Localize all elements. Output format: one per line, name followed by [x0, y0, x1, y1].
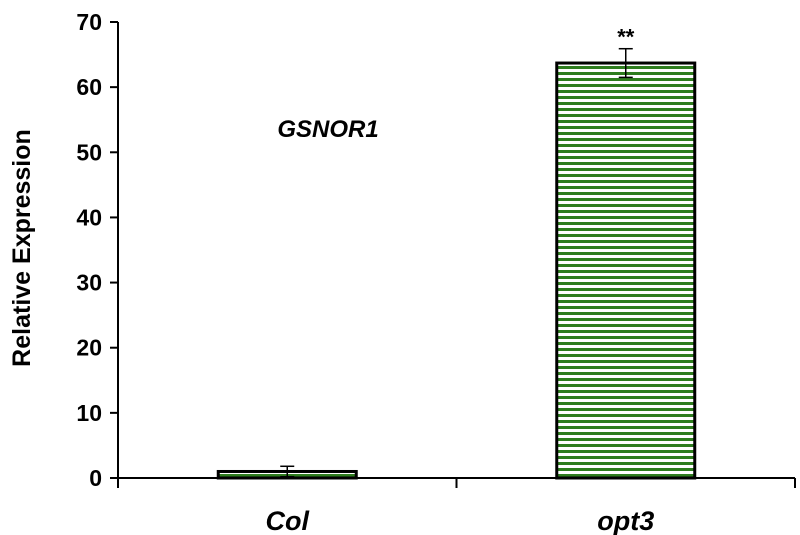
x-tick-label-opt3: opt3: [597, 506, 654, 535]
y-axis: 0 10 20 30 40 50 60 70: [76, 9, 119, 491]
y-tick-label: 30: [76, 270, 102, 296]
bars: **: [216, 25, 697, 480]
gene-annotation: GSNOR1: [277, 116, 378, 143]
error-bar-opt3: [618, 47, 633, 79]
y-tick-label: 40: [76, 204, 102, 230]
error-bar-col: [280, 465, 295, 478]
x-axis: Col opt3: [117, 477, 796, 535]
bar-opt3: [555, 61, 697, 480]
y-axis-title: Relative Expression: [8, 129, 36, 367]
y-tick-label: 70: [76, 9, 102, 35]
y-tick-label: 20: [76, 335, 102, 361]
y-tick-label: 60: [76, 74, 102, 100]
x-tick-label-col: Col: [266, 506, 310, 535]
y-tick-label: 50: [76, 139, 102, 165]
y-tick-label: 0: [89, 465, 102, 491]
significance-marker: **: [617, 25, 635, 50]
y-tick-label: 10: [76, 400, 102, 426]
